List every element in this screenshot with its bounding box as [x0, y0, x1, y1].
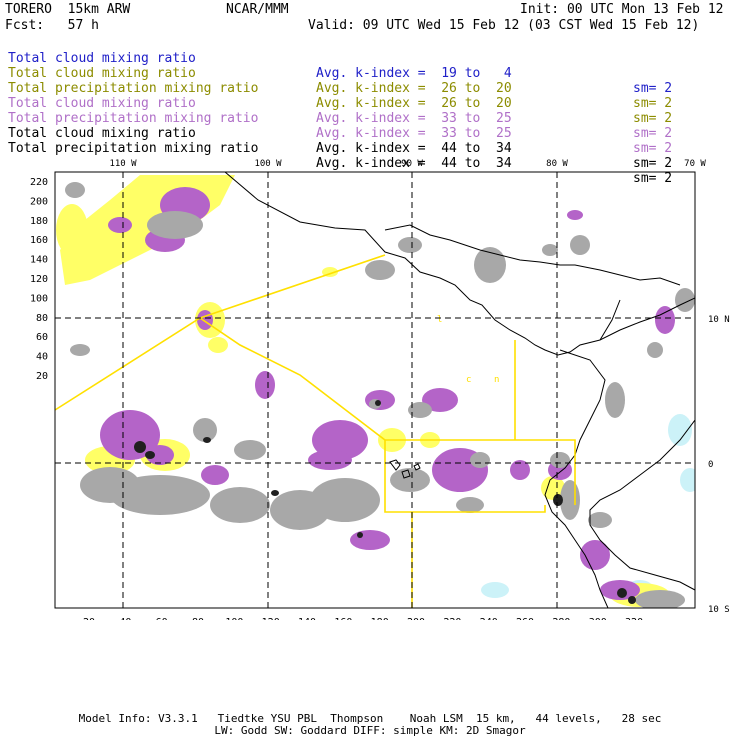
- legend-row: Total cloud mixing ratio Avg. k-index = …: [8, 111, 728, 171]
- legend-smoothing: sm= 2: [633, 81, 673, 96]
- domain-labels: c n l: [437, 315, 499, 385]
- legend-range: Avg. k-index = 19 to 4: [316, 66, 512, 81]
- legend-row: Total precipitation mixing ratio Avg. k-…: [8, 96, 728, 156]
- cyan-cloud-field: [481, 414, 695, 600]
- legend-smoothing: sm= 2: [633, 126, 673, 141]
- grid-x-label: 140: [298, 617, 316, 620]
- legend-label: Total precipitation mixing ratio: [8, 81, 259, 96]
- legend-label: Total cloud mixing ratio: [8, 66, 196, 81]
- grid-y-label: 100: [30, 293, 48, 304]
- grid-x-label: 20: [83, 617, 95, 620]
- legend-range: Avg. k-index = 33 to 25: [316, 111, 512, 126]
- grid-y-label: 200: [30, 196, 48, 207]
- grid-y-label: 80: [36, 313, 48, 324]
- legend-row: Total precipitation mixing ratio Avg. k-…: [8, 126, 728, 186]
- latitude-label: 10 S: [708, 605, 730, 615]
- longitude-label: 70 W: [684, 159, 706, 169]
- grid-x-label: 280: [552, 617, 570, 620]
- model-info-line: Model Info: V3.3.1 Tiedtke YSU PBL Thomp…: [78, 712, 662, 725]
- legend-smoothing: sm= 2: [633, 96, 673, 111]
- grid-x-label: 220: [443, 617, 461, 620]
- plot-frame: [54, 171, 696, 609]
- longitude-label: 90 W: [401, 159, 423, 169]
- latitude-label: 0: [708, 460, 713, 470]
- grid-y-label: 40: [36, 352, 48, 363]
- purple-cloud-field: [100, 187, 675, 606]
- dark-cloud-cores: [134, 400, 636, 604]
- grid-x-label: 260: [516, 617, 534, 620]
- grid-x-label: 100: [225, 617, 243, 620]
- legend-range: Avg. k-index = 44 to 34: [316, 156, 512, 171]
- grid-x-label: 120: [262, 617, 280, 620]
- longitude-label: 110 W: [109, 159, 137, 169]
- grid-x-label: 300: [589, 617, 607, 620]
- legend-smoothing: sm= 2: [633, 141, 673, 156]
- coastlines: [224, 172, 695, 608]
- legend-label: Total precipitation mixing ratio: [8, 141, 259, 156]
- grid-x-label: 200: [407, 617, 425, 620]
- legend-smoothing: sm= 2: [633, 111, 673, 126]
- svg-text:c: c: [466, 375, 471, 385]
- legend-row: Total cloud mixing ratio Avg. k-index = …: [8, 51, 728, 111]
- longitude-label: 100 W: [254, 159, 282, 169]
- legend-row: Total precipitation mixing ratio Avg. k-…: [8, 66, 728, 126]
- grid-y-label: 60: [36, 332, 48, 343]
- svg-text:l: l: [437, 315, 442, 325]
- gray-cloud-field: [65, 182, 695, 608]
- svg-text:n: n: [494, 375, 499, 385]
- init-time: Init: 00 UTC Mon 13 Feb 12: [520, 2, 724, 17]
- grid-y-label: 160: [30, 235, 48, 246]
- axis-tick-labels: 110 W 100 W 90 W 80 W 70 W 10 N 0 10 S 220 200 180…: [30, 159, 730, 620]
- organization: NCAR/MMM: [226, 2, 289, 17]
- grid-x-label: 320: [625, 617, 643, 620]
- grid-y-label: 20: [36, 371, 48, 382]
- grid-x-label: 40: [119, 617, 131, 620]
- legend-range: Avg. k-index = 33 to 25: [316, 126, 512, 141]
- grid-y-label: 120: [30, 274, 48, 285]
- valid-time: Valid: 09 UTC Wed 15 Feb 12 (03 CST Wed …: [308, 18, 700, 33]
- grid-x-label: 60: [156, 617, 168, 620]
- legend-label: Total cloud mixing ratio: [8, 126, 196, 141]
- grid-x-label: 80: [192, 617, 204, 620]
- legend-smoothing: sm= 2: [633, 171, 673, 186]
- legend-range: Avg. k-index = 26 to 20: [316, 96, 512, 111]
- legend-row: Total cloud mixing ratio Avg. k-index = …: [8, 81, 728, 141]
- grid-y-label: 220: [30, 177, 48, 188]
- model-physics-line: LW: Godd SW: Goddard DIFF: simple KM: 2D…: [214, 724, 526, 737]
- legend-label: Total precipitation mixing ratio: [8, 111, 259, 126]
- grid-y-label: 180: [30, 216, 48, 227]
- grid-y-label: 140: [30, 255, 48, 266]
- legend-smoothing: sm= 2: [633, 156, 673, 171]
- grid-x-label: 240: [480, 617, 498, 620]
- forecast-map: c n l 110 W 100 W 90 W 80 W 70 W 10 N 0 10 S 220…: [30, 159, 730, 620]
- legend-label: Total cloud mixing ratio: [8, 96, 196, 111]
- legend-range: Avg. k-index = 44 to 34: [316, 141, 512, 156]
- legend-range: Avg. k-index = 26 to 20: [316, 81, 512, 96]
- forecast-hour: Fcst: 57 h: [5, 18, 99, 33]
- latitude-label: 10 N: [708, 315, 730, 325]
- longitude-label: 80 W: [546, 159, 568, 169]
- grid-x-label: 180: [371, 617, 389, 620]
- legend-label: Total cloud mixing ratio: [8, 51, 196, 66]
- grid-x-label: 160: [334, 617, 352, 620]
- model-name: TORERO 15km ARW: [5, 2, 131, 17]
- cloud-fields: [56, 175, 695, 608]
- lat-lon-graticule: [55, 172, 695, 608]
- legend-row: Total cloud mixing ratio Avg. k-index = …: [8, 36, 728, 96]
